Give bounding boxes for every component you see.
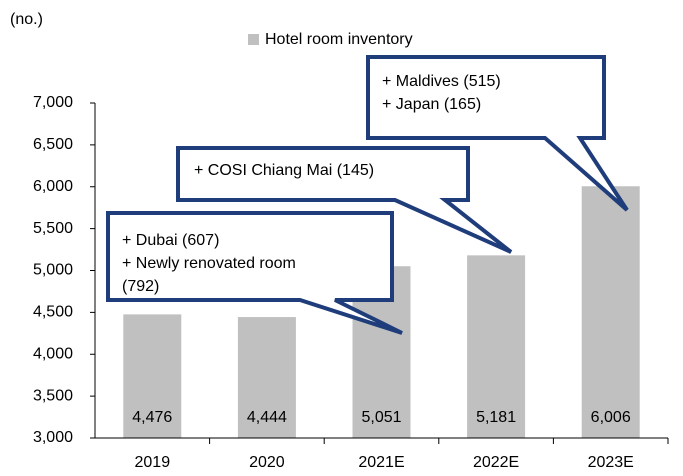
y-tick-label: 6,500 <box>33 136 73 153</box>
x-tick-label: 2023E <box>588 454 634 471</box>
x-tick-label: 2021E <box>358 454 404 471</box>
x-tick-label: 2020 <box>249 454 285 471</box>
unit-label: (no.) <box>10 11 43 28</box>
y-tick-label: 3,500 <box>33 387 73 404</box>
x-tick-label: 2022E <box>473 454 519 471</box>
value-label: 5,181 <box>476 409 516 426</box>
value-label: 4,444 <box>247 409 287 426</box>
legend-label: Hotel room inventory <box>265 31 413 48</box>
bar <box>581 186 640 438</box>
annotation: + Japan (165) <box>382 96 481 113</box>
y-tick-label: 4,500 <box>33 304 73 321</box>
annotation: + COSI Chiang Mai (145) <box>194 162 374 179</box>
legend-swatch <box>248 34 259 45</box>
callout <box>106 211 403 335</box>
bar <box>467 255 526 438</box>
annotation: + Maldives (515) <box>382 73 501 90</box>
y-tick-label: 3,000 <box>33 429 73 446</box>
bar <box>123 314 182 438</box>
callout <box>366 55 629 212</box>
y-tick-label: 6,000 <box>33 178 73 195</box>
y-tick-label: 7,000 <box>33 94 73 111</box>
y-tick-label: 4,000 <box>33 345 73 362</box>
value-label: 4,476 <box>132 409 172 426</box>
value-label: 6,006 <box>591 409 631 426</box>
annotation: + Dubai (607) <box>122 232 219 249</box>
bar <box>237 317 296 438</box>
value-label: 5,051 <box>361 409 401 426</box>
x-tick-label: 2019 <box>135 454 171 471</box>
annotation: (792) <box>122 278 159 295</box>
annotation: + Newly renovated room <box>122 255 296 272</box>
y-tick-label: 5,000 <box>33 262 73 279</box>
y-tick-label: 5,500 <box>33 220 73 237</box>
callout <box>176 146 513 254</box>
annotations: + Dubai (607) + Newly renovated room (792)… <box>122 73 501 295</box>
